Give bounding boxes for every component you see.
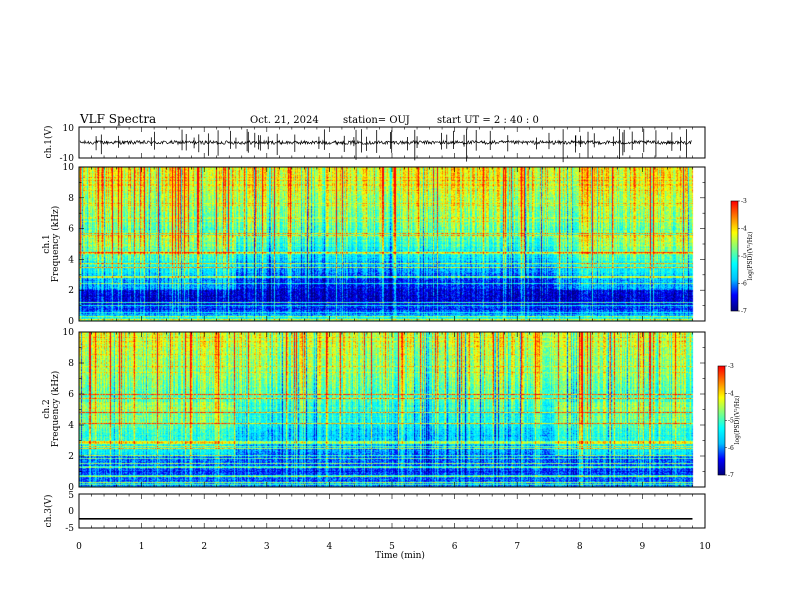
colorbar-tick-label: -5 <box>728 418 734 425</box>
ch2-spectrogram-yticks: 0 2 4 6 8 10 <box>63 328 705 493</box>
y-tick-label: 10 <box>63 328 75 338</box>
colorbar-tick-label: -4 <box>741 226 747 233</box>
colorbar-tick-label: -7 <box>741 308 747 315</box>
ch2-channel-label: ch.2 <box>42 399 52 418</box>
y-tick-label: 8 <box>68 194 74 204</box>
ch1-colorbar-label: log(PSD)(V²/Hz) <box>747 232 754 281</box>
ch1-waveform-ylabel: ch.1(V) <box>43 126 54 159</box>
colorbar-tick-label: -4 <box>728 390 734 397</box>
ch2-colorbar-ticks: -3 -4 -5 -6 -7 <box>725 363 734 479</box>
ch2-frequency-label: Frequency (kHz) <box>50 371 61 448</box>
ch1-waveform-panel: 10 -10 ch.1(V) <box>43 124 706 164</box>
ch2-colorbar-holder <box>718 366 725 475</box>
y-tick-label: 4 <box>68 255 74 265</box>
x-tick-label: 2 <box>201 542 207 552</box>
x-tick-label: 3 <box>264 542 270 552</box>
colorbar-tick-label: -6 <box>741 281 747 288</box>
station-label: station= OUJ <box>343 115 410 126</box>
ch1-spectrogram-yticks: 0 2 4 6 8 10 <box>63 163 705 327</box>
date-label: Oct. 21, 2024 <box>250 115 319 126</box>
x-tick-label: 6 <box>452 542 458 552</box>
ch1-waveform-spikes <box>95 128 687 163</box>
ch3-waveform-ticks <box>78 494 706 528</box>
start-time-label: start UT = 2 : 40 : 0 <box>437 115 539 126</box>
colorbar-tick-label: -3 <box>728 363 734 370</box>
ch1-colorbar: -3 -4 -5 -6 -7 log(PSD)(V²/Hz) <box>730 198 754 315</box>
ch1-ytick-top: 10 <box>63 124 75 134</box>
ch3-ytick-top: 5 <box>68 491 74 501</box>
ch1-spectrogram-panel: 0 2 4 6 8 10 ch.1 Frequency (kHz) <box>42 163 706 327</box>
x-tick-label: 4 <box>327 542 333 552</box>
colorbar-tick-label: -6 <box>728 445 734 452</box>
y-tick-label: 4 <box>68 421 74 431</box>
x-tick-label: 10 <box>699 542 711 552</box>
y-tick-label: 2 <box>68 452 74 462</box>
y-tick-label: 6 <box>68 225 74 235</box>
ch3-waveform-panel: 5 0 -5 ch.3(V) <box>43 491 706 534</box>
ch3-ytick-mid: 0 <box>68 507 74 517</box>
time-axis-label: Time (min) <box>375 550 425 561</box>
ch1-spectrogram-heatmap <box>79 167 705 321</box>
ch2-colorbar-label: log(PSD)(V²/Hz) <box>734 396 741 445</box>
ch2-spectrogram-xticks <box>78 332 706 487</box>
colorbar-tick-label: -3 <box>741 198 747 205</box>
ch2-spectrogram-panel: 0 2 4 6 8 10 ch.2 Frequency (kHz) <box>42 328 706 493</box>
x-tick-label: 5 <box>389 542 395 552</box>
ch2-colorbar: -3 -4 -5 -6 -7 log(PSD)(V²/Hz) <box>717 363 741 479</box>
x-tick-label: 7 <box>514 542 520 552</box>
time-axis-tick-labels: 0 1 2 3 4 5 6 7 8 9 10 <box>76 542 711 552</box>
x-tick-label: 0 <box>76 542 82 552</box>
ch1-spectrogram-xticks <box>78 167 706 321</box>
y-tick-label: 2 <box>68 286 74 296</box>
x-tick-label: 9 <box>640 542 646 552</box>
ch3-waveform-ylabel: ch.3(V) <box>43 495 54 528</box>
ch1-colorbar-ticks: -3 -4 -5 -6 -7 <box>738 198 747 315</box>
ch1-ytick-bottom: -10 <box>60 154 75 164</box>
ch1-waveform-ticks <box>78 127 706 158</box>
ch1-spectrogram-holder <box>79 167 705 321</box>
ch3-ytick-bottom: -5 <box>65 524 74 534</box>
y-tick-label: 6 <box>68 390 74 400</box>
ch1-colorbar-holder <box>731 201 738 311</box>
y-tick-label: 0 <box>68 483 74 493</box>
y-tick-label: 0 <box>68 317 74 327</box>
ch1-colorbar-gradient <box>731 201 738 311</box>
y-tick-label: 10 <box>63 163 75 173</box>
ch1-frequency-label: Frequency (kHz) <box>50 206 61 283</box>
ch3-waveform-frame <box>78 493 706 529</box>
colorbar-tick-label: -7 <box>728 472 734 479</box>
ch1-channel-label: ch.1 <box>42 234 52 253</box>
ch2-spectrogram-holder <box>79 332 705 487</box>
ch2-colorbar-gradient <box>718 366 725 475</box>
colorbar-tick-label: -5 <box>741 253 747 260</box>
figure-title: VLF Spectra <box>79 112 156 126</box>
x-tick-label: 8 <box>577 542 583 552</box>
ch2-spectrogram-heatmap <box>79 332 705 487</box>
x-tick-label: 1 <box>139 542 145 552</box>
y-tick-label: 8 <box>68 359 74 369</box>
